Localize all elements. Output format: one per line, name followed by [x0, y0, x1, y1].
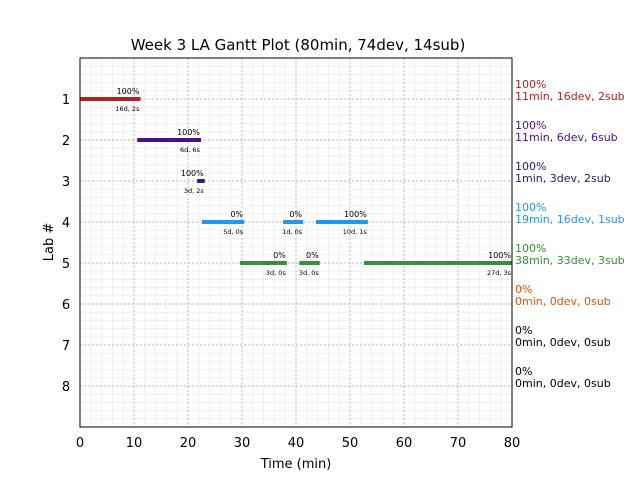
- bar-detail-label: 3d, 0s: [299, 269, 320, 277]
- y-tick-label: 4: [62, 216, 70, 231]
- plot-frame: [79, 57, 513, 428]
- lab-summary-stats: 11min, 16dev, 2sub: [515, 90, 625, 103]
- bar-percent-label: 100%: [488, 251, 511, 260]
- x-tick-label: 0: [76, 436, 84, 451]
- lab-summary-percent: 0%: [515, 365, 532, 378]
- bar-detail-label: 1d, 0s: [282, 228, 303, 236]
- bar-percent-label: 0%: [230, 210, 243, 219]
- bar-percent-label: 100%: [344, 210, 367, 219]
- y-axis-ticks: 1 2 3 4 5 6 7 8: [62, 93, 70, 395]
- x-tick-label: 30: [234, 436, 251, 451]
- x-axis-ticks: 0 10 20 30 40 50 60 70 80: [76, 436, 520, 451]
- lab-summary-stats: 19min, 16dev, 1sub: [515, 213, 625, 226]
- lab-summary-percent: 100%: [515, 160, 546, 173]
- gantt-bar: [202, 220, 245, 224]
- y-tick-label: 6: [62, 298, 70, 313]
- lab-summary-stats: 11min, 6dev, 6sub: [515, 131, 618, 144]
- chart-title: Week 3 LA Gantt Plot (80min, 74dev, 14su…: [131, 36, 466, 54]
- x-tick-label: 10: [126, 436, 143, 451]
- y-tick-label: 8: [62, 380, 70, 395]
- bar-detail-label: 16d, 2s: [115, 105, 140, 113]
- lab-summary-percent: 100%: [515, 242, 546, 255]
- lab-summary-stats: 38min, 33dev, 3sub: [515, 254, 625, 267]
- bar-detail-label: 5d, 0s: [223, 228, 244, 236]
- gantt-bar: [364, 261, 512, 265]
- bar-percent-label: 0%: [306, 251, 319, 260]
- major-grid: [80, 58, 512, 427]
- lab-summary-stats: 0min, 0dev, 0sub: [515, 377, 611, 390]
- bar-detail-label: 3d, 2s: [184, 187, 205, 195]
- gantt-bar: [197, 179, 205, 183]
- x-tick-label: 80: [504, 436, 521, 451]
- bars-layer: 100% 16d, 2s 100% 6d, 6s 100% 3d, 2s 0% 5d, 0s 0…: [80, 87, 512, 277]
- bar-percent-label: 0%: [273, 251, 286, 260]
- bar-detail-label: 3d, 0s: [266, 269, 287, 277]
- bar-percent-label: 100%: [117, 87, 140, 96]
- x-tick-label: 50: [342, 436, 359, 451]
- y-tick-label: 7: [62, 339, 70, 354]
- lab-summary-stats: 1min, 3dev, 2sub: [515, 172, 611, 185]
- gantt-bar: [283, 220, 304, 224]
- bar-percent-label: 0%: [289, 210, 302, 219]
- lab-summary-stats: 0min, 0dev, 0sub: [515, 295, 611, 308]
- lab-summary-percent: 100%: [515, 78, 546, 91]
- gantt-bar: [80, 97, 141, 101]
- x-tick-label: 60: [396, 436, 413, 451]
- x-axis-label: Time (min): [260, 457, 332, 472]
- x-tick-label: 40: [288, 436, 305, 451]
- bar-percent-label: 100%: [177, 128, 200, 137]
- lab-summary-percent: 100%: [515, 119, 546, 132]
- y-tick-label: 5: [62, 257, 70, 272]
- y-tick-label: 3: [62, 175, 70, 190]
- x-tick-label: 20: [180, 436, 197, 451]
- x-tick-label: 70: [450, 436, 467, 451]
- lab-summary-stats: 0min, 0dev, 0sub: [515, 336, 611, 349]
- bar-detail-label: 6d, 6s: [180, 146, 201, 154]
- bar-detail-label: 27d, 3s: [487, 269, 512, 277]
- gantt-bar: [315, 220, 368, 224]
- lab-summary-percent: 100%: [515, 201, 546, 214]
- bar-detail-label: 10d, 1s: [343, 228, 368, 236]
- gantt-bar: [239, 261, 287, 265]
- gantt-bar: [137, 138, 201, 142]
- lab-summary-percent: 0%: [515, 324, 532, 337]
- y-axis-label: Lab #: [42, 223, 57, 262]
- y-tick-label: 1: [62, 93, 70, 108]
- y-tick-label: 2: [62, 134, 70, 149]
- bar-percent-label: 100%: [181, 169, 204, 178]
- lab-summary-percent: 0%: [515, 283, 532, 296]
- gantt-bar: [299, 261, 320, 265]
